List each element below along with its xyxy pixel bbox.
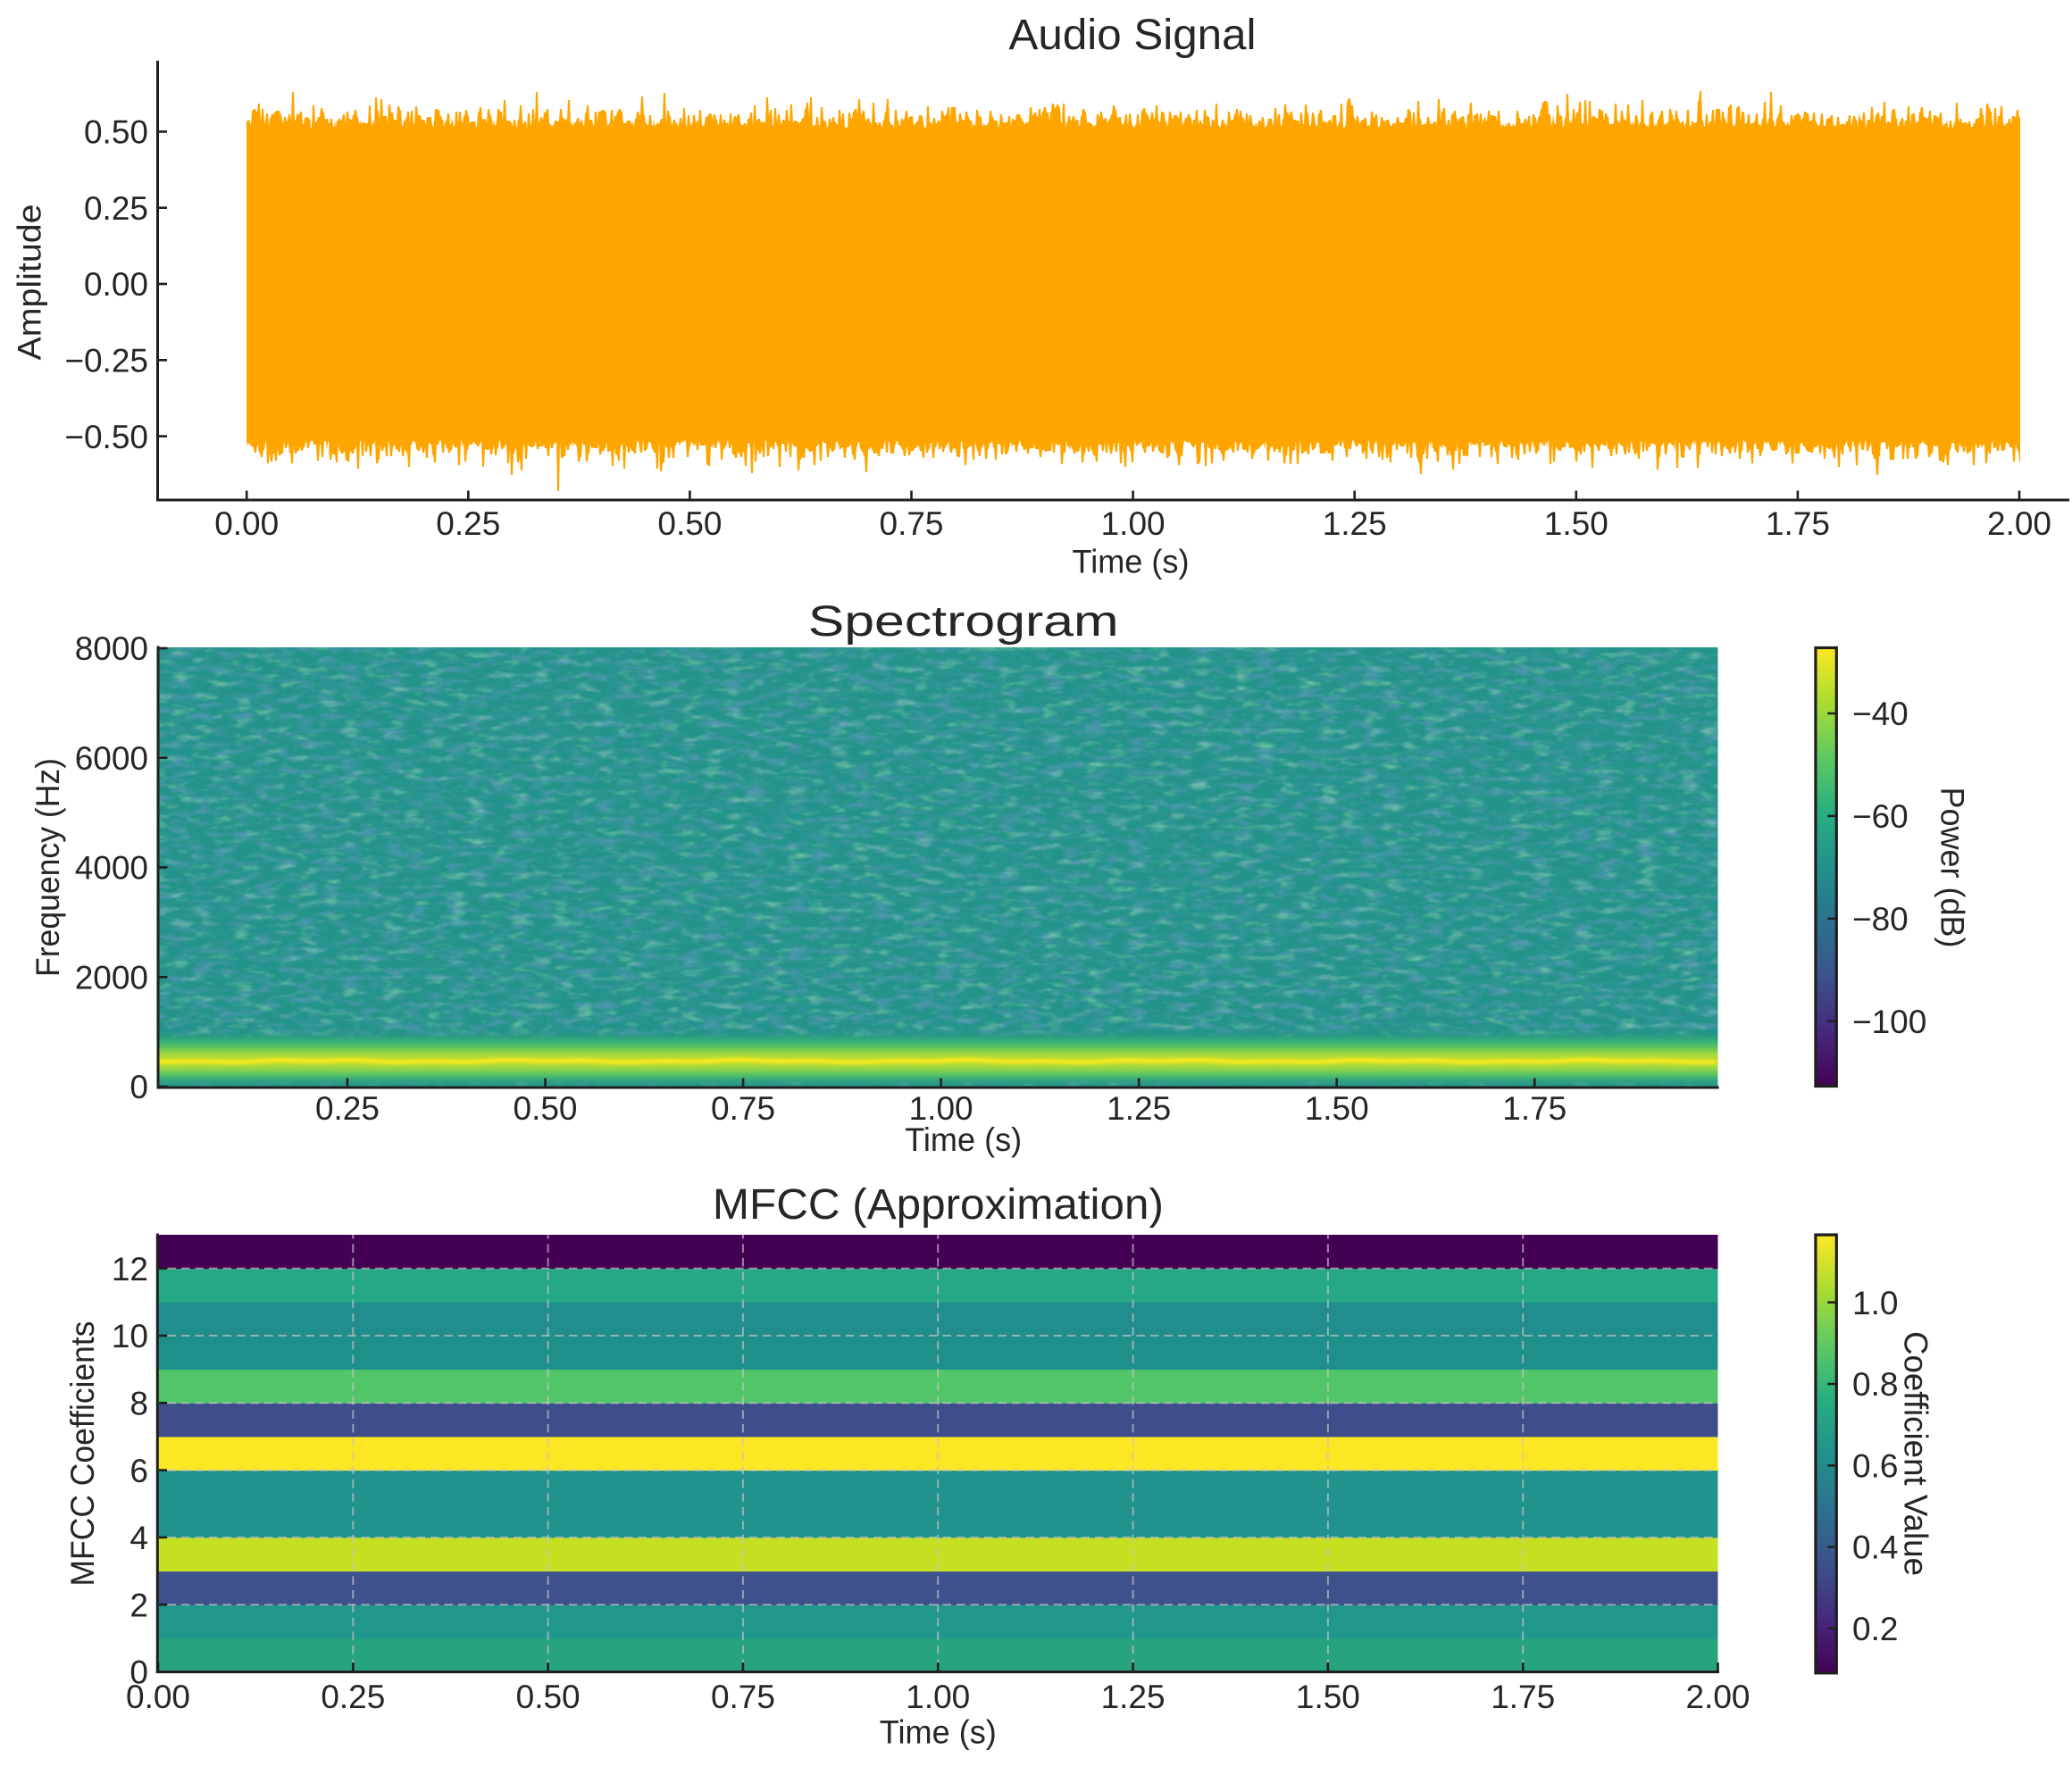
svg-text:6: 6 xyxy=(130,1453,148,1489)
svg-text:1.75: 1.75 xyxy=(1491,1679,1555,1715)
svg-text:4000: 4000 xyxy=(75,850,148,887)
svg-text:0.75: 0.75 xyxy=(879,505,943,542)
svg-text:1.25: 1.25 xyxy=(1323,505,1387,542)
svg-text:−60: −60 xyxy=(1852,798,1909,835)
svg-text:0.50: 0.50 xyxy=(513,1090,577,1127)
svg-text:1.00: 1.00 xyxy=(1101,505,1166,542)
svg-text:0.50: 0.50 xyxy=(657,505,722,542)
svg-text:1.0: 1.0 xyxy=(1852,1285,1898,1321)
svg-text:0.00: 0.00 xyxy=(214,505,279,542)
svg-text:Time (s): Time (s) xyxy=(905,1121,1022,1158)
svg-text:2: 2 xyxy=(130,1587,148,1623)
svg-text:1.00: 1.00 xyxy=(909,1090,973,1127)
svg-text:0.2: 0.2 xyxy=(1852,1611,1898,1647)
svg-text:0.75: 0.75 xyxy=(711,1090,775,1127)
svg-text:Time (s): Time (s) xyxy=(880,1713,997,1751)
svg-text:1.25: 1.25 xyxy=(1101,1679,1166,1715)
svg-text:0.00: 0.00 xyxy=(126,1679,190,1715)
svg-text:Frequency (Hz): Frequency (Hz) xyxy=(29,758,66,977)
svg-text:0.25: 0.25 xyxy=(315,1090,380,1127)
svg-text:0.75: 0.75 xyxy=(711,1679,775,1715)
svg-text:1.00: 1.00 xyxy=(906,1679,970,1715)
svg-text:1.75: 1.75 xyxy=(1502,1090,1567,1127)
svg-text:10: 10 xyxy=(112,1318,148,1354)
svg-text:MFCC Coefficients: MFCC Coefficients xyxy=(63,1321,101,1587)
svg-text:Audio Signal: Audio Signal xyxy=(1009,12,1257,59)
svg-text:1.25: 1.25 xyxy=(1107,1090,1171,1127)
svg-text:Time (s): Time (s) xyxy=(1073,543,1190,580)
svg-text:1.75: 1.75 xyxy=(1766,505,1830,542)
svg-text:0.25: 0.25 xyxy=(436,505,500,542)
svg-text:Coefficient Value: Coefficient Value xyxy=(1897,1331,1934,1576)
svg-text:8: 8 xyxy=(130,1385,148,1421)
svg-text:Amplitude: Amplitude xyxy=(11,204,48,361)
svg-text:1.50: 1.50 xyxy=(1296,1679,1360,1715)
svg-text:−0.50: −0.50 xyxy=(64,419,148,455)
svg-text:0: 0 xyxy=(130,1654,148,1691)
svg-text:12: 12 xyxy=(112,1251,148,1288)
svg-text:0.25: 0.25 xyxy=(321,1679,385,1715)
svg-text:4: 4 xyxy=(130,1520,148,1556)
svg-text:0: 0 xyxy=(130,1069,148,1105)
svg-text:0.8: 0.8 xyxy=(1852,1366,1898,1403)
svg-text:1.50: 1.50 xyxy=(1544,505,1608,542)
svg-text:MFCC (Approximation): MFCC (Approximation) xyxy=(713,1181,1164,1229)
svg-text:Power (dB): Power (dB) xyxy=(1934,788,1972,948)
svg-text:0.4: 0.4 xyxy=(1852,1529,1898,1566)
svg-text:2000: 2000 xyxy=(75,959,148,996)
svg-text:−40: −40 xyxy=(1852,696,1909,732)
svg-text:−80: −80 xyxy=(1852,901,1909,938)
svg-text:Spectrogram: Spectrogram xyxy=(808,598,1119,646)
svg-text:0.6: 0.6 xyxy=(1852,1448,1898,1485)
svg-text:6000: 6000 xyxy=(75,740,148,777)
svg-text:2.00: 2.00 xyxy=(1987,505,2051,542)
svg-text:1.50: 1.50 xyxy=(1305,1090,1369,1127)
svg-text:0.50: 0.50 xyxy=(516,1679,581,1715)
svg-text:0.50: 0.50 xyxy=(84,114,148,151)
svg-text:−0.25: −0.25 xyxy=(64,343,148,379)
svg-text:8000: 8000 xyxy=(75,630,148,667)
svg-text:−100: −100 xyxy=(1852,1004,1926,1040)
svg-text:0.00: 0.00 xyxy=(84,266,148,303)
svg-text:0.25: 0.25 xyxy=(84,190,148,227)
svg-text:2.00: 2.00 xyxy=(1685,1679,1750,1715)
